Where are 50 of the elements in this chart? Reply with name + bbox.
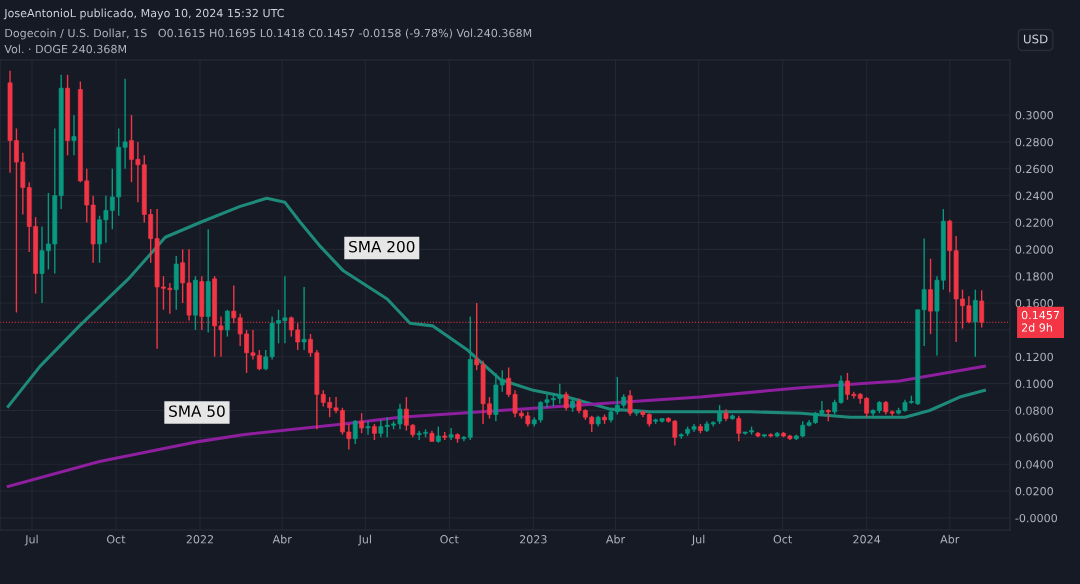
y-tick-label: 0.0800 bbox=[1015, 406, 1053, 415]
y-tick-label: 0.1000 bbox=[1015, 379, 1053, 389]
candlestick bbox=[972, 288, 978, 358]
ref-line-label: 0.1457 2d 9h bbox=[1021, 310, 1060, 332]
candlestick bbox=[448, 427, 454, 441]
x-tick-label: Jul bbox=[24, 534, 38, 546]
candlestick bbox=[563, 390, 569, 412]
candlestick bbox=[717, 404, 723, 425]
candlestick bbox=[979, 289, 985, 329]
y-tick-label: 0.1600 bbox=[1015, 299, 1053, 308]
y-axis-title: USD bbox=[1023, 34, 1048, 44]
y-tick-label: 0.2600 bbox=[1015, 164, 1053, 174]
candlestick bbox=[365, 420, 371, 436]
y-tick-label: 0.0600 bbox=[1015, 433, 1053, 442]
x-tick-label: Oct bbox=[106, 535, 126, 544]
candlestick bbox=[301, 286, 307, 351]
y-tick-label: 0.2000 bbox=[1015, 245, 1053, 254]
x-tick-label: Oct bbox=[440, 535, 459, 544]
candlestick bbox=[627, 389, 633, 417]
y-tick-label: 0.0400 bbox=[1015, 460, 1053, 469]
y-tick-label: 0.1200 bbox=[1015, 352, 1053, 362]
x-tick-label: Jul bbox=[358, 534, 371, 546]
candlestick bbox=[71, 114, 77, 157]
y-tick-label: 0.2200 bbox=[1015, 218, 1053, 227]
chart-title: Dogecoin / U.S. Dollar, 1S O0.1615 H0.1695 L0.1418 C0.1457 -0.0158 (-9.78%) Vol.240.368M bbox=[5, 28, 532, 40]
candlestick bbox=[928, 258, 933, 335]
candlestick bbox=[352, 419, 358, 445]
x-tick-label: 2024 bbox=[853, 535, 881, 544]
x-tick-label: Jul bbox=[691, 534, 705, 546]
x-tick-label: Abr bbox=[940, 534, 960, 544]
annotation: SMA 50 bbox=[169, 405, 225, 417]
x-tick-label: Abr bbox=[605, 534, 626, 544]
y-tick-label: 0.1800 bbox=[1015, 272, 1053, 281]
x-tick-label: Abr bbox=[272, 534, 292, 544]
line-series bbox=[6, 196, 986, 419]
y-tick-label: 0.3000 bbox=[1015, 111, 1053, 120]
y-tick-label: 0.2800 bbox=[1015, 137, 1053, 147]
y-tick-label: -0.0000 bbox=[1015, 513, 1058, 523]
candlestick bbox=[359, 412, 365, 435]
y-tick-label: 0.0200 bbox=[1015, 487, 1053, 496]
x-tick-label: 2022 bbox=[186, 535, 214, 544]
candlestick bbox=[736, 415, 742, 443]
x-tick-label: 2023 bbox=[519, 535, 547, 544]
y-tick-label: 0.2400 bbox=[1015, 191, 1053, 201]
x-tick-label: Oct bbox=[773, 535, 792, 544]
annotation: SMA 200 bbox=[349, 240, 415, 253]
text: JoseAntonioL publicado, Mayo 10, 2024 15:32 UTC bbox=[3, 8, 284, 20]
candlestick bbox=[224, 309, 230, 338]
line-series bbox=[6, 364, 986, 488]
chart-subtitle: Vol. · DOGE 240.368M bbox=[4, 44, 126, 54]
